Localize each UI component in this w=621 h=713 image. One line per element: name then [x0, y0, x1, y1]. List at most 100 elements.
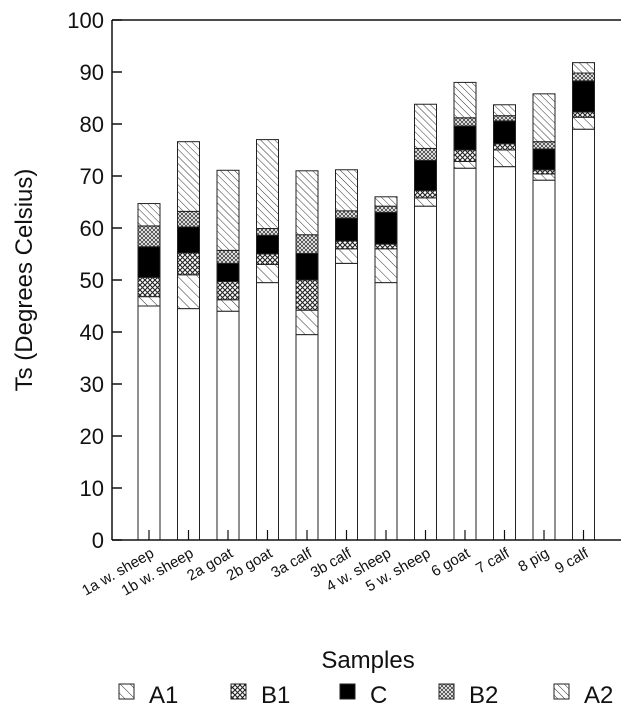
bar-segment-a1	[414, 197, 437, 207]
bar-segment-a1	[532, 173, 556, 181]
bar-segment-a1	[493, 149, 516, 168]
bar-segment-b1	[572, 111, 595, 118]
y-axis-title: Ts (Degrees Celsius)	[11, 169, 38, 392]
bar-segment-a1	[572, 116, 595, 130]
bar-segment-c	[572, 80, 595, 113]
y-tick-label: 100	[67, 8, 104, 33]
bar-segment-c	[137, 246, 161, 278]
bar-segment-b1	[532, 169, 556, 175]
bar-segment-b1	[295, 279, 319, 311]
x-category-label: 7 calf	[473, 544, 513, 577]
y-tick-label: 60	[80, 216, 104, 241]
bar-segment-a2	[493, 104, 516, 117]
bar-segment-c	[216, 262, 240, 283]
bar-segment-c	[177, 226, 200, 254]
bar-segment-b2	[137, 225, 161, 248]
bar-base-segment	[414, 205, 437, 541]
bar-segment-a2	[216, 169, 240, 251]
bar-segment-b2	[572, 72, 595, 82]
legend-swatch-b2	[438, 683, 455, 700]
bar-segment-a1	[335, 248, 358, 264]
bar-segment-b1	[216, 281, 240, 301]
bar-segment-a2	[177, 141, 200, 212]
bar-segment-a1	[177, 274, 200, 310]
y-tick-label: 20	[80, 424, 104, 449]
bar-segment-a2	[335, 169, 358, 212]
bar-segment-a2	[374, 196, 398, 207]
x-category-label: 8 pig	[515, 545, 552, 576]
bar-base-segment	[256, 282, 279, 541]
bar-segment-c	[256, 234, 279, 255]
bar-base-segment	[137, 305, 161, 541]
bar-segment-b2	[414, 147, 437, 161]
x-category-label: 2b goat	[224, 544, 277, 584]
legend-swatch-c	[339, 683, 356, 700]
bar-segment-b2	[374, 205, 398, 213]
bar-base-segment	[453, 167, 477, 541]
bar-segment-b1	[256, 253, 279, 265]
bar-segment-a2	[532, 93, 556, 143]
bar-base-segment	[177, 308, 200, 541]
legend-swatch-b1	[230, 683, 247, 700]
y-tick-label: 40	[80, 320, 104, 345]
bar-segment-b1	[453, 149, 477, 162]
bar-segment-b1	[493, 143, 516, 151]
bar-segment-b2	[256, 228, 279, 236]
bar-segment-c	[335, 217, 358, 242]
bar-segment-b1	[374, 243, 398, 250]
bar-base-segment	[335, 262, 358, 541]
bar-segment-b2	[493, 115, 516, 122]
legend-swatch-a1	[118, 683, 135, 700]
bar-segment-a1	[216, 299, 240, 312]
bar-base-segment	[374, 282, 398, 541]
bar-base-segment	[295, 334, 319, 541]
bar-segment-a1	[137, 296, 161, 307]
bar-segment-b2	[532, 141, 556, 150]
bar-segment-a2	[137, 203, 161, 227]
bar-segment-c	[374, 211, 398, 245]
bar-segment-c	[295, 252, 319, 281]
bar-segment-b1	[335, 240, 358, 250]
bar-segment-b1	[177, 252, 200, 276]
bar-segment-b1	[137, 276, 161, 298]
bar-segment-a2	[414, 103, 437, 149]
bar-segment-a1	[374, 248, 398, 284]
bar-segment-b2	[335, 210, 358, 219]
bar-segment-b2	[295, 234, 319, 254]
y-tick-label: 90	[80, 60, 104, 85]
bar-segment-b2	[453, 117, 477, 127]
bar-segment-b1	[414, 190, 437, 199]
bar-segment-c	[414, 159, 437, 192]
legend-label-b1: B1	[261, 682, 290, 709]
legend-label-a2: A2	[584, 682, 613, 709]
bar-segment-a2	[295, 170, 319, 236]
y-tick-label: 30	[80, 372, 104, 397]
y-tick-label: 0	[92, 528, 104, 553]
bar-segment-c	[532, 148, 556, 171]
legend-label-c: C	[370, 682, 387, 709]
x-axis-title: Samples	[321, 647, 414, 674]
bar-segment-b2	[216, 249, 240, 264]
bar-segment-a2	[256, 139, 279, 230]
legend: A1 B1 C B2 A2	[118, 682, 613, 709]
x-category-label: 6 goat	[428, 544, 473, 580]
bar-segment-a1	[453, 160, 477, 169]
bar-segment-a2	[572, 62, 595, 74]
bars-layer	[137, 62, 595, 541]
bar-base-segment	[532, 179, 556, 541]
bar-segment-b2	[177, 210, 200, 228]
x-category-label: 9 calf	[552, 544, 592, 577]
y-tick-label: 70	[80, 164, 104, 189]
bar-base-segment	[572, 128, 595, 541]
y-tick-label: 50	[80, 268, 104, 293]
bar-segment-a2	[453, 81, 477, 119]
y-tick-label: 10	[80, 476, 104, 501]
legend-swatch-a2	[553, 683, 570, 700]
bar-segment-c	[493, 120, 516, 145]
bar-base-segment	[216, 310, 240, 541]
legend-label-a1: A1	[149, 682, 178, 709]
bar-base-segment	[493, 166, 516, 541]
x-category-label: 3a calf	[268, 544, 315, 581]
legend-label-b2: B2	[469, 682, 498, 709]
